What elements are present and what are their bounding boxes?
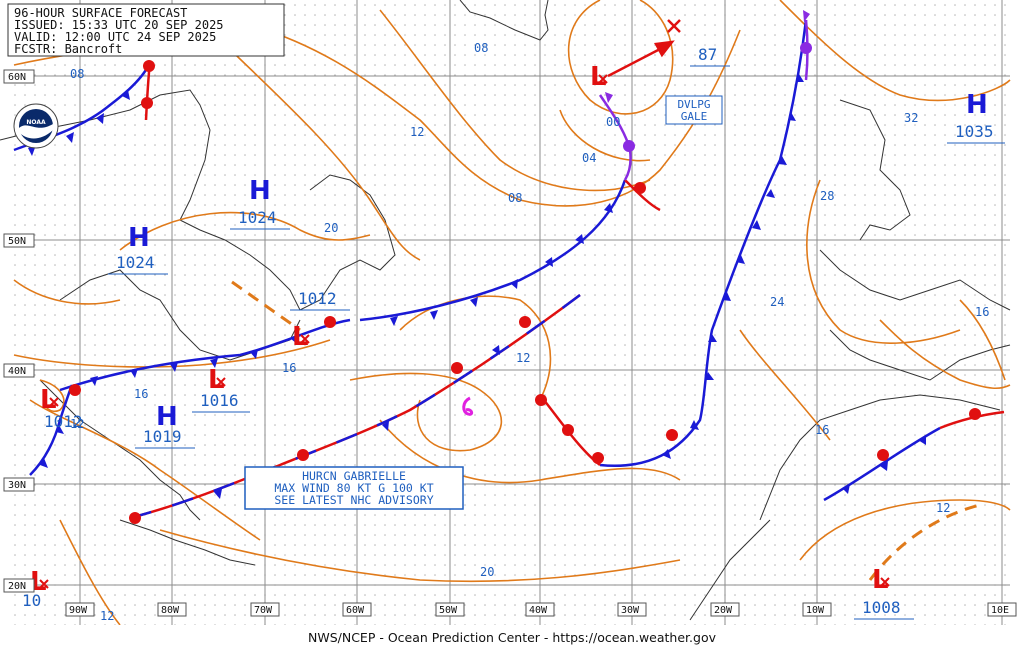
footer-bar (0, 625, 1024, 652)
isobar-label: 16 (134, 387, 148, 401)
noaa-logo: NOAA (13, 103, 59, 149)
isobar-label: 16 (815, 423, 829, 437)
lon-label: 30W (621, 605, 640, 616)
gale-box (665, 95, 723, 125)
lon-label: 70W (254, 605, 273, 616)
cold-fronts (13, 19, 941, 502)
header-title: 96-HOUR SURFACE FORECAST (14, 6, 187, 20)
pressure-value: 1019 (143, 427, 182, 446)
pressure-value: 1012 (298, 289, 337, 308)
lat-label: 50N (8, 236, 26, 247)
pressure-value: 1024 (116, 253, 155, 272)
lat-label: 60N (8, 72, 26, 83)
pressure-value: 1012 (44, 412, 83, 431)
lon-label: 60W (346, 605, 365, 616)
pressure-value: 1035 (955, 122, 994, 141)
lat-lon-grid (14, 0, 1010, 625)
footer-credit: NWS/NCEP - Ocean Prediction Center - htt… (308, 630, 717, 645)
cold-front-triangles (28, 74, 926, 499)
isobar-label: 28 (820, 189, 834, 203)
hurricane-box (244, 466, 464, 510)
hurricane-box-line: HURCN GABRIELLE (302, 469, 406, 483)
isobar-label: 00 (606, 115, 620, 129)
pressure-value: 1016 (200, 391, 239, 410)
low-center-glyph: L (872, 565, 889, 595)
isobar-label: 16 (282, 361, 296, 375)
isobar-label: 08 (508, 191, 522, 205)
isobar-label: 08 (70, 67, 84, 81)
isobar-label: 24 (770, 295, 784, 309)
isobar-label: 04 (582, 151, 596, 165)
high-center-glyph: H (249, 176, 271, 206)
isobar-label: 12 (70, 417, 84, 431)
isobar-label: 20 (480, 565, 494, 579)
pressure-value: 1008 (862, 598, 901, 617)
low-center-glyph: L (292, 322, 309, 352)
lat-label: 40N (8, 366, 26, 377)
lon-label: 50W (439, 605, 458, 616)
header-forecaster: FCSTR: Bancroft (14, 42, 122, 56)
future-position-x (667, 19, 681, 33)
low-center-glyph: L (208, 365, 225, 395)
pressure-value: 1024 (238, 208, 277, 227)
pressure-value: 87 (698, 45, 717, 64)
stationary-front-1-blue (129, 293, 581, 520)
low-center-glyph: L (40, 385, 57, 415)
high-center-glyph: H (128, 223, 150, 253)
map-background (14, 0, 1010, 625)
header-box (7, 3, 285, 57)
high-center-glyph: H (156, 402, 178, 432)
gale-box-line: GALE (681, 110, 708, 123)
isobars (13, 0, 1011, 626)
lon-label: 20W (714, 605, 733, 616)
hurricane-symbol (462, 396, 474, 416)
hurricane-box-line: MAX WIND 80 KT G 100 KT (274, 481, 433, 495)
trough-line (231, 280, 301, 332)
lon-label: 90W (69, 605, 88, 616)
storm-track-arrow (607, 40, 675, 78)
isobar-label: 20 (324, 221, 338, 235)
trough-line-east (868, 503, 981, 581)
pressure-value: 10 (22, 591, 41, 610)
isobar-label: 12 (100, 609, 114, 623)
isobar-label: 12 (936, 501, 950, 515)
lon-label: 10E (991, 605, 1009, 616)
lon-label: 80W (161, 605, 180, 616)
lon-label: 40W (529, 605, 548, 616)
gale-box-line: DVLPG (677, 98, 710, 111)
high-center-glyph: H (966, 90, 988, 120)
low-center-glyph: L (590, 62, 607, 92)
svg-text:NOAA: NOAA (26, 119, 46, 126)
header-valid: VALID: 12:00 UTC 24 SEP 2025 (14, 30, 216, 44)
lon-label: 10W (806, 605, 825, 616)
isobar-label: 32 (904, 111, 918, 125)
isobar-label: 08 (474, 41, 488, 55)
low-center-x-marks (39, 74, 890, 589)
isobar-label: 16 (975, 305, 989, 319)
warm-front-semicircles (69, 60, 981, 524)
header-issued: ISSUED: 15:33 UTC 20 SEP 2025 (14, 18, 224, 32)
pressure-underlines (108, 65, 1005, 620)
isobar-label: 12 (516, 351, 530, 365)
isobar-label: 12 (410, 125, 424, 139)
lat-label: 30N (8, 480, 26, 491)
hurricane-box-line: SEE LATEST NHC ADVISORY (274, 493, 433, 507)
lat-label: 20N (8, 581, 26, 592)
occluded-symbols (605, 10, 812, 152)
